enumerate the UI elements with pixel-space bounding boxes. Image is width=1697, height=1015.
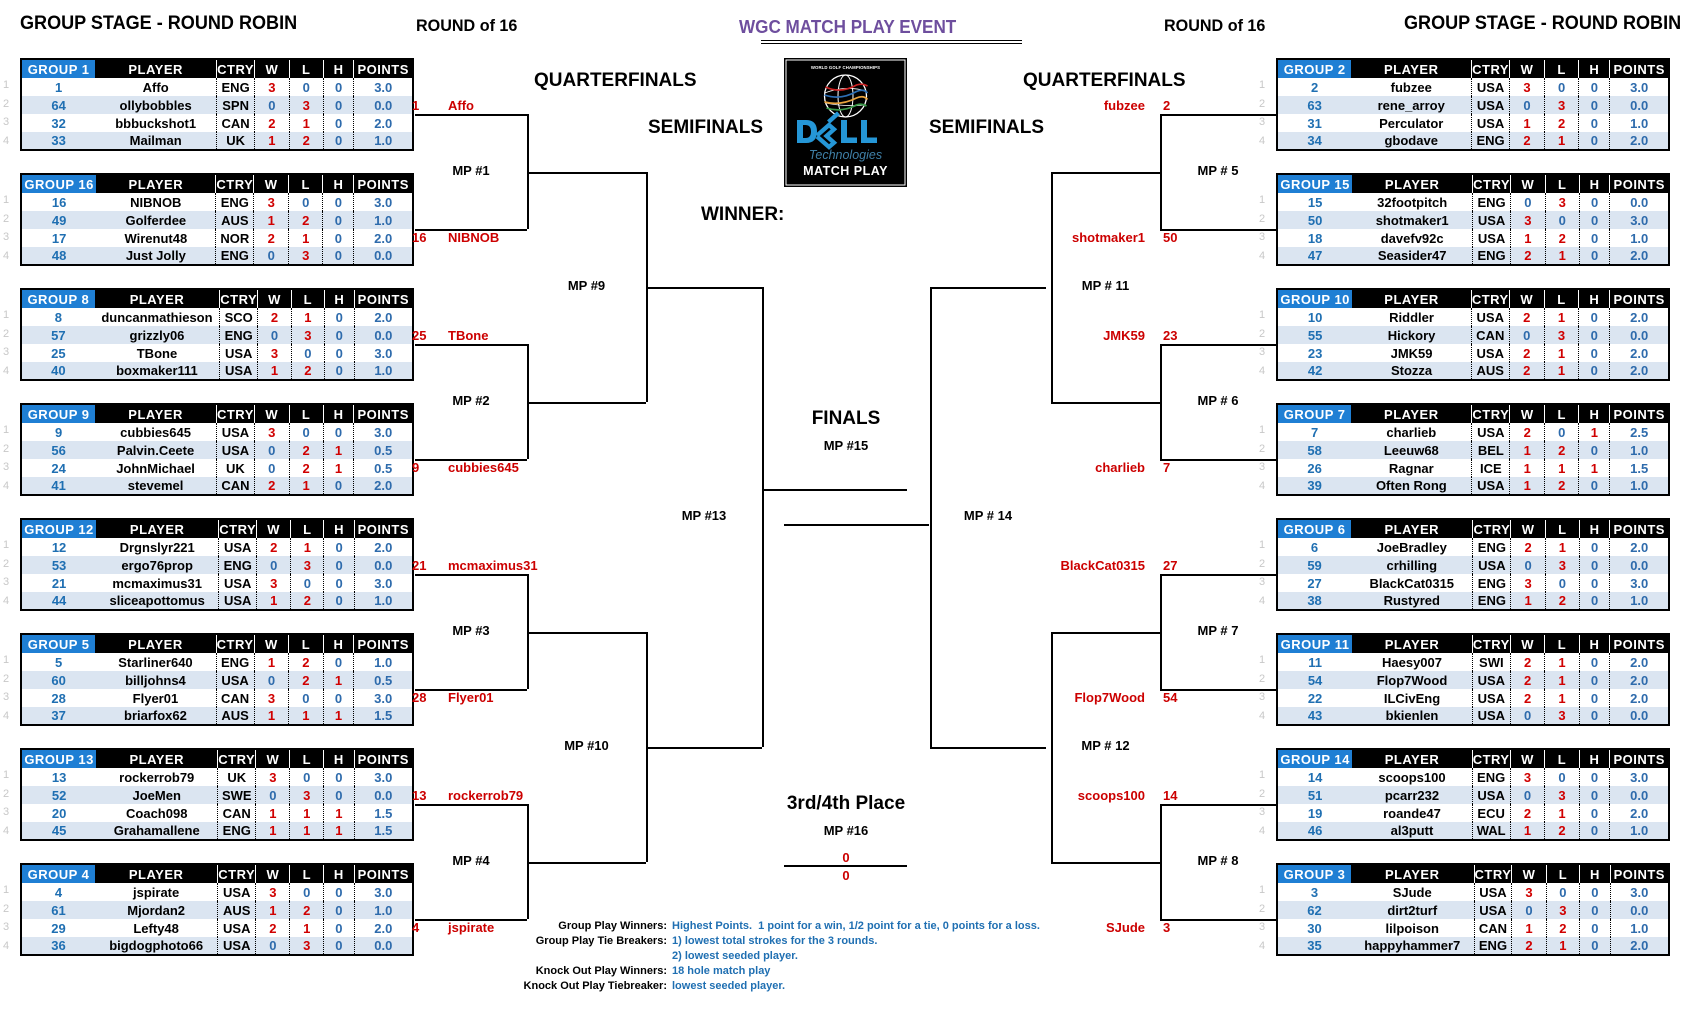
svg-text:MATCH PLAY: MATCH PLAY xyxy=(803,164,888,178)
svg-text:Technologies: Technologies xyxy=(809,148,882,162)
svg-text:WORLD GOLF CHAMPIONSHIPS: WORLD GOLF CHAMPIONSHIPS xyxy=(811,65,880,70)
